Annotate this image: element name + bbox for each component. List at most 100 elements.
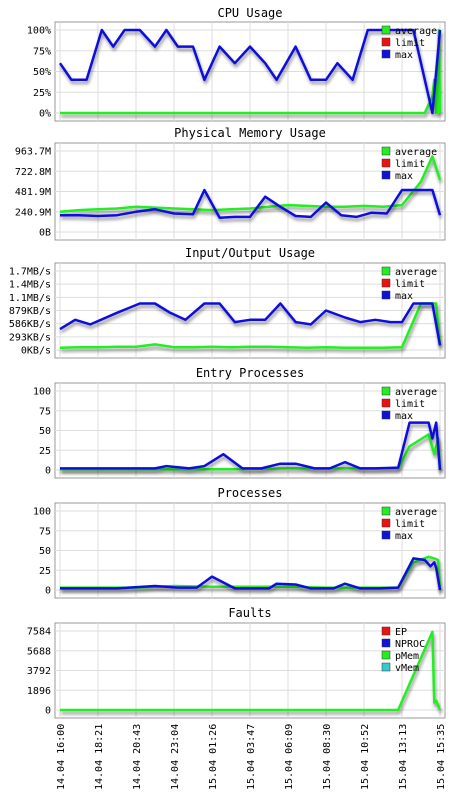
y-tick-label: 100: [33, 507, 51, 518]
legend-label: NPROC: [395, 639, 425, 650]
y-tick-label: 100%: [27, 26, 51, 37]
y-tick-label: 293KB/s: [9, 332, 51, 343]
series-line-max: [59, 302, 442, 346]
y-tick-label: 0B: [39, 228, 51, 239]
legend-swatch: [381, 146, 391, 156]
legend-label: limit: [395, 519, 425, 530]
legend-label: average: [395, 26, 437, 37]
legend-swatch: [381, 626, 391, 636]
y-tick-label: 0: [45, 586, 51, 597]
y-tick-label: 0: [45, 706, 51, 717]
legend-label: max: [395, 50, 413, 61]
series-line-max: [60, 188, 442, 219]
y-tick-label: 25: [39, 566, 51, 577]
legend-swatch: [381, 158, 391, 168]
x-tick-label: 15.04 06:09: [284, 724, 295, 790]
x-tick-label: 15.04 10:52: [360, 724, 371, 790]
x-tick-label: 15.04 08:30: [322, 724, 333, 790]
x-tick-label: 14.04 18:21: [94, 724, 105, 790]
y-tick-label: 1896: [27, 686, 51, 697]
legend-swatch: [381, 530, 391, 540]
legend-swatch: [381, 25, 391, 35]
x-tick-label: 15.04 13:13: [398, 724, 409, 790]
y-tick-label: 75: [39, 406, 51, 417]
legend-swatch: [381, 170, 391, 180]
legend-label: limit: [395, 159, 425, 170]
legend-label: max: [395, 171, 413, 182]
y-tick-label: 481.9M: [15, 187, 51, 198]
chart-title: Entry Processes: [196, 366, 304, 380]
legend-label: limit: [395, 38, 425, 49]
y-tick-label: 25%: [33, 88, 51, 99]
legend-swatch: [381, 638, 391, 648]
legend-label: average: [395, 267, 437, 278]
legend-swatch: [381, 410, 391, 420]
y-tick-label: 1.4MB/s: [9, 280, 51, 291]
x-tick-label: 15.04 01:26: [208, 724, 219, 790]
chart-title: Physical Memory Usage: [174, 126, 326, 140]
x-tick-label: 15.04 15:35: [436, 724, 447, 790]
y-tick-label: 75: [39, 526, 51, 537]
y-tick-label: 963.7M: [15, 147, 51, 158]
x-tick-label: 15.04 03:47: [246, 724, 257, 790]
legend-swatch: [381, 518, 391, 528]
y-tick-label: 240.9M: [15, 207, 51, 218]
legend-label: max: [395, 411, 413, 422]
y-tick-label: 0: [45, 466, 51, 477]
y-tick-label: 586KB/s: [9, 319, 51, 330]
legend-swatch: [381, 37, 391, 47]
series-line-max: [60, 557, 442, 591]
y-tick-label: 722.8M: [15, 167, 51, 178]
x-tick-label: 14.04 16:00: [56, 724, 67, 790]
y-tick-label: 25: [39, 446, 51, 457]
y-tick-label: 100: [33, 387, 51, 398]
y-tick-label: 879KB/s: [9, 306, 51, 317]
chart-panel-2: Physical Memory Usage 963.7M 722.8M 481.9M 2…: [15, 126, 446, 241]
y-tick-label: 75%: [33, 46, 51, 57]
y-tick-label: 0%: [39, 109, 51, 120]
y-tick-label: 1.1MB/s: [9, 293, 51, 304]
legend-label: limit: [395, 399, 425, 410]
y-tick-label: 5688: [27, 646, 51, 657]
legend-swatch: [381, 266, 391, 276]
legend-swatch: [381, 386, 391, 396]
chart-title: Input/Output Usage: [185, 246, 315, 260]
legend-label: average: [395, 387, 437, 398]
legend-label: vMem: [395, 663, 419, 674]
legend-swatch: [381, 506, 391, 516]
legend-label: limit: [395, 279, 425, 290]
series-line-max: [60, 421, 442, 471]
legend-label: average: [395, 507, 437, 518]
y-tick-label: 1.7MB/s: [9, 267, 51, 278]
chart-panel-3: Input/Output Usage 1.7MB/s 1.4MB/s 1.1MB/s 8…: [9, 246, 446, 359]
y-tick-label: 3792: [27, 666, 51, 677]
x-axis: 14.04 16:00 14.04 18:21 14.04 20:43 14.04 2…: [56, 724, 447, 790]
series-line-average: [59, 302, 442, 349]
legend-swatch: [381, 278, 391, 288]
legend-label: max: [395, 531, 413, 542]
legend-swatch: [381, 290, 391, 300]
legend-label: EP: [395, 627, 407, 638]
y-tick-label: 50: [39, 426, 51, 437]
legend-swatch: [381, 49, 391, 59]
legend-swatch: [381, 650, 391, 660]
legend-label: pMem: [395, 651, 419, 662]
chart-title: CPU Usage: [217, 6, 282, 20]
y-tick-label: 50: [39, 546, 51, 557]
legend-label: average: [395, 147, 437, 158]
y-tick-label: 7584: [27, 627, 51, 638]
y-tick-label: 50%: [33, 67, 51, 78]
x-tick-label: 14.04 20:43: [132, 724, 143, 790]
y-tick-label: 0KB/s: [21, 346, 51, 357]
x-tick-label: 14.04 23:04: [170, 724, 181, 790]
legend-swatch: [381, 662, 391, 672]
series-line-max: [58, 28, 442, 115]
legend-label: max: [395, 291, 413, 302]
legend-swatch: [381, 398, 391, 408]
